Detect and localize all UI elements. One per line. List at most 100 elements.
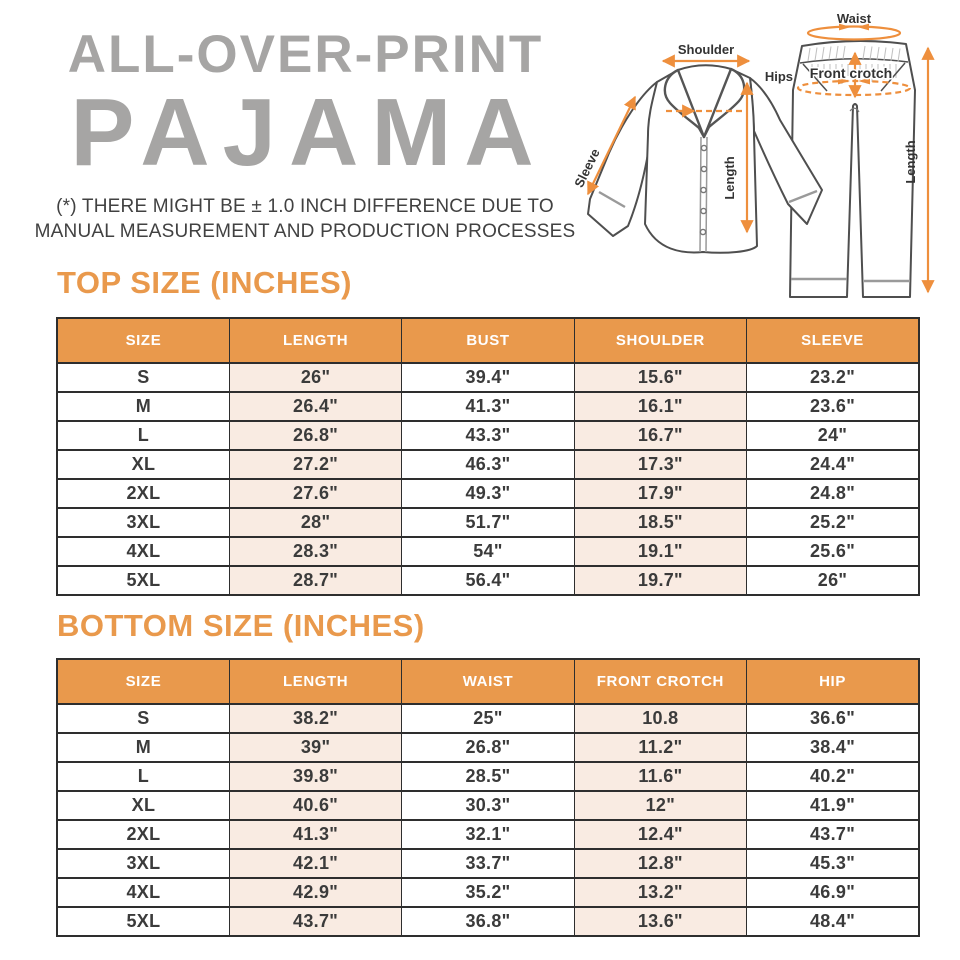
measurement-cell: 19.7" xyxy=(573,565,748,596)
measurement-cell: 41.3" xyxy=(401,391,575,422)
size-cell: L xyxy=(56,420,230,451)
measurement-cell: 42.9" xyxy=(228,877,403,908)
measurement-cell: 24.8" xyxy=(746,478,920,509)
measurement-cell: 25.6" xyxy=(746,536,920,567)
front-crotch-label: Front crotch xyxy=(810,65,892,81)
measurement-cell: 46.9" xyxy=(746,877,920,908)
measurement-cell: 39.4" xyxy=(401,362,575,393)
waistband-elastic-ticks xyxy=(807,45,901,62)
buttons xyxy=(699,144,708,236)
right-pocket-line xyxy=(880,62,906,92)
measurement-cell: 43.7" xyxy=(228,906,403,937)
measurement-disclaimer: (*) THERE MIGHT BE ± 1.0 INCH DIFFERENCE… xyxy=(22,194,588,244)
size-cell: 4XL xyxy=(56,877,230,908)
measurement-cell: 38.4" xyxy=(746,732,920,763)
hips-label: Hips xyxy=(765,69,793,84)
table-row: 2XL 41.3" 32.1" 12.4" 43.7" xyxy=(56,819,920,850)
measurement-cell: 42.1" xyxy=(228,848,403,879)
measurement-cell: 13.2" xyxy=(573,877,748,908)
measurement-cell: 10.8 xyxy=(573,703,748,734)
column-header: BUST xyxy=(401,317,575,364)
size-cell: XL xyxy=(56,449,230,480)
measurement-cell: 11.2" xyxy=(573,732,748,763)
measurement-cell: 23.6" xyxy=(746,391,920,422)
pajama-measurement-diagram: Shoulder Sleeve Length Waist Hips Front … xyxy=(571,11,935,298)
measurement-cell: 13.6" xyxy=(573,906,748,937)
table-row: 4XL 42.9" 35.2" 13.2" 46.9" xyxy=(56,877,920,908)
size-cell: 3XL xyxy=(56,848,230,879)
measurement-arrows xyxy=(587,23,935,294)
size-cell: L xyxy=(56,761,230,792)
waist-arrowhead-right xyxy=(839,23,851,31)
sleeve-arrow xyxy=(587,95,636,196)
measurement-cell: 25.2" xyxy=(746,507,920,538)
measurement-cell: 24" xyxy=(746,420,920,451)
measurement-cell: 24.4" xyxy=(746,449,920,480)
title-line-2: PAJAMA xyxy=(70,79,547,186)
crotch-seam xyxy=(849,107,860,113)
table-row: S 38.2" 25" 10.8 36.6" xyxy=(56,703,920,734)
measurement-cell: 15.6" xyxy=(573,362,748,393)
waist-label: Waist xyxy=(837,11,872,26)
measurement-cell: 19.1" xyxy=(573,536,748,567)
bottom-size-heading: BOTTOM SIZE (INCHES) xyxy=(57,608,425,643)
measurement-cell: 54" xyxy=(401,536,575,567)
column-header: LENGTH xyxy=(228,658,403,705)
table-row: M 26.4" 41.3" 16.1" 23.6" xyxy=(56,391,920,422)
table-row: 5XL 28.7" 56.4" 19.7" 26" xyxy=(56,565,920,596)
measurement-cell: 28.3" xyxy=(228,536,403,567)
disclaimer-line-2: MANUAL MEASUREMENT AND PRODUCTION PROCES… xyxy=(34,221,576,242)
column-header: WAIST xyxy=(401,658,575,705)
top-size-table: SIZE LENGTH BUST SHOULDER SLEEVE S 26" 39.4" 15… xyxy=(56,317,920,596)
top-size-table-header: SIZE LENGTH BUST SHOULDER SLEEVE xyxy=(56,317,920,364)
left-pocket-line xyxy=(802,63,828,92)
measurement-cell: 17.9" xyxy=(573,478,748,509)
column-header: SIZE xyxy=(56,317,230,364)
top-size-heading: TOP SIZE (INCHES) xyxy=(57,265,353,300)
table-row: M 39" 26.8" 11.2" 38.4" xyxy=(56,732,920,763)
measurement-cell: 33.7" xyxy=(401,848,575,879)
measurement-cell: 12.8" xyxy=(573,848,748,879)
bottom-size-table-body: S 38.2" 25" 10.8 36.6" M 39" 26.8" 11.2" 38.4" L 39… xyxy=(56,703,920,937)
measurement-cell: 26.4" xyxy=(228,391,403,422)
waist-ellipse xyxy=(806,25,902,41)
measurement-cell: 43.3" xyxy=(401,420,575,451)
measurement-cell: 28.5" xyxy=(401,761,575,792)
measurement-cell: 25" xyxy=(401,703,575,734)
measurement-cell: 27.2" xyxy=(228,449,403,480)
measurement-cell: 16.1" xyxy=(573,391,748,422)
shirt-drawing xyxy=(587,64,823,254)
top-length-label: Length xyxy=(722,156,737,199)
left-lapel xyxy=(663,68,706,139)
measurement-cell: 49.3" xyxy=(401,478,575,509)
measurement-cell: 23.2" xyxy=(746,362,920,393)
column-header: SLEEVE xyxy=(746,317,920,364)
measurement-cell: 41.9" xyxy=(746,790,920,821)
measurement-cell: 28" xyxy=(228,507,403,538)
shoulder-label: Shoulder xyxy=(678,42,734,57)
size-cell: 4XL xyxy=(56,536,230,567)
size-cell: M xyxy=(56,732,230,763)
right-lapel xyxy=(702,67,746,139)
disclaimer-line-1: (*) THERE MIGHT BE ± 1.0 INCH DIFFERENCE… xyxy=(56,196,554,217)
column-header: SIZE xyxy=(56,658,230,705)
table-row: XL 27.2" 46.3" 17.3" 24.4" xyxy=(56,449,920,480)
page-title: ALL-OVER-PRINT PAJAMA xyxy=(38,28,573,181)
measurement-cell: 32.1" xyxy=(401,819,575,850)
measurement-cell: 39.8" xyxy=(228,761,403,792)
bottom-size-table: SIZE LENGTH WAIST FRONT CROTCH HIP S 38.2" 25"… xyxy=(56,658,920,937)
title-line-1: ALL-OVER-PRINT xyxy=(67,25,544,84)
column-header: FRONT CROTCH xyxy=(573,658,748,705)
top-size-table-body: S 26" 39.4" 15.6" 23.2" M 26.4" 41.3" 16.1" 23.6"… xyxy=(56,362,920,596)
measurement-cell: 26.8" xyxy=(401,732,575,763)
column-header: LENGTH xyxy=(228,317,403,364)
measurement-cell: 41.3" xyxy=(228,819,403,850)
table-row: XL 40.6" 30.3" 12" 41.9" xyxy=(56,790,920,821)
waist-arrowhead-left xyxy=(857,23,869,31)
hips-arrowhead-right xyxy=(838,77,850,85)
table-row: S 26" 39.4" 15.6" 23.2" xyxy=(56,362,920,393)
measurement-cell: 18.5" xyxy=(573,507,748,538)
bottom-size-table-header: SIZE LENGTH WAIST FRONT CROTCH HIP xyxy=(56,658,920,705)
measurement-cell: 46.3" xyxy=(401,449,575,480)
